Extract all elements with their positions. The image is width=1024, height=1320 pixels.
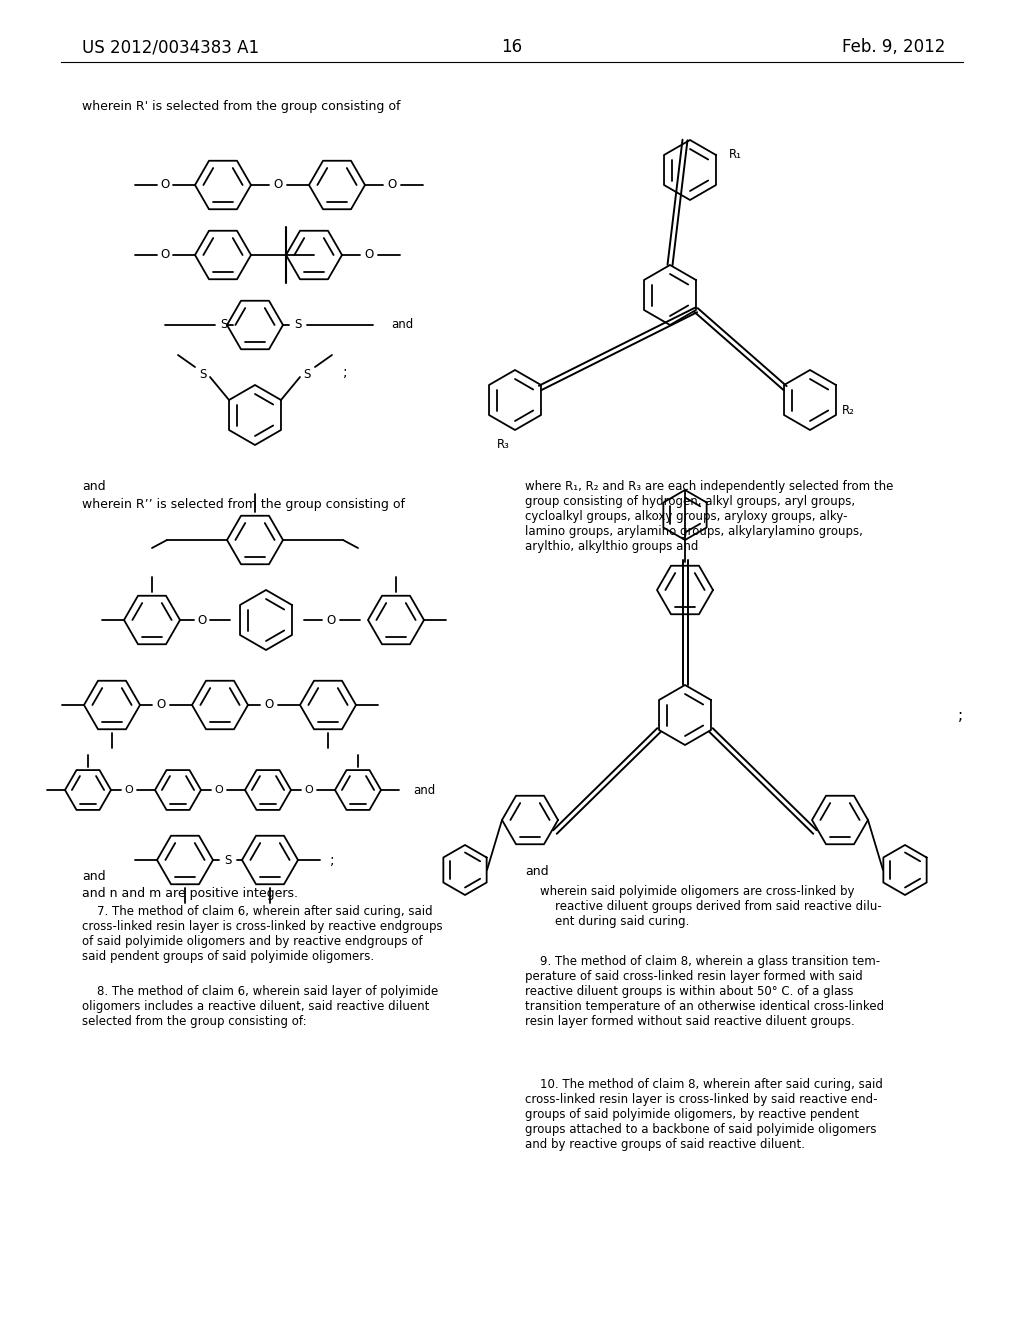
Text: wherein said polyimide oligomers are cross-linked by
        reactive diluent gr: wherein said polyimide oligomers are cro…: [525, 884, 882, 928]
Text: US 2012/0034383 A1: US 2012/0034383 A1: [82, 38, 259, 55]
Text: and: and: [525, 865, 549, 878]
Text: 9. The method of claim 8, wherein a glass transition tem-
perature of said cross: 9. The method of claim 8, wherein a glas…: [525, 954, 884, 1028]
Text: O: O: [304, 785, 313, 795]
Text: S: S: [220, 318, 227, 331]
Text: O: O: [161, 178, 170, 191]
Text: R₃: R₃: [497, 438, 509, 451]
Text: Feb. 9, 2012: Feb. 9, 2012: [842, 38, 945, 55]
Text: O: O: [125, 785, 133, 795]
Text: and: and: [82, 480, 105, 492]
Text: ;: ;: [343, 366, 347, 379]
Text: O: O: [215, 785, 223, 795]
Text: wherein R’’ is selected from the group consisting of: wherein R’’ is selected from the group c…: [82, 498, 406, 511]
Text: S: S: [294, 318, 302, 331]
Text: O: O: [161, 248, 170, 261]
Text: ;: ;: [330, 853, 334, 867]
Text: S: S: [224, 854, 231, 866]
Text: O: O: [264, 698, 273, 711]
Text: 16: 16: [502, 38, 522, 55]
Text: and n and m are positive integers.: and n and m are positive integers.: [82, 887, 298, 900]
Text: S: S: [200, 367, 207, 380]
Text: and: and: [82, 870, 105, 883]
Text: O: O: [273, 178, 283, 191]
Text: 8. The method of claim 6, wherein said layer of polyimide
oligomers includes a r: 8. The method of claim 6, wherein said l…: [82, 985, 438, 1028]
Text: O: O: [365, 248, 374, 261]
Text: and: and: [391, 318, 414, 331]
Text: O: O: [157, 698, 166, 711]
Text: ;: ;: [957, 708, 963, 722]
Text: and: and: [413, 784, 435, 796]
Text: 7. The method of claim 6, wherein after said curing, said
cross-linked resin lay: 7. The method of claim 6, wherein after …: [82, 906, 442, 964]
Text: R₁: R₁: [728, 149, 741, 161]
Text: O: O: [198, 614, 207, 627]
Text: wherein R' is selected from the group consisting of: wherein R' is selected from the group co…: [82, 100, 400, 114]
Text: where R₁, R₂ and R₃ are each independently selected from the
group consisting of: where R₁, R₂ and R₃ are each independent…: [525, 480, 893, 553]
Text: O: O: [327, 614, 336, 627]
Text: O: O: [387, 178, 396, 191]
Text: R₂: R₂: [842, 404, 854, 417]
Text: S: S: [303, 367, 310, 380]
Text: 10. The method of claim 8, wherein after said curing, said
cross-linked resin la: 10. The method of claim 8, wherein after…: [525, 1078, 883, 1151]
